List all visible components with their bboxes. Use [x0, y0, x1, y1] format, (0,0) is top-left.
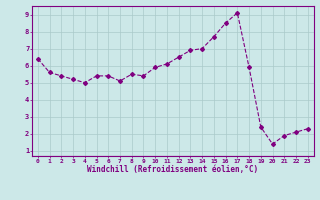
X-axis label: Windchill (Refroidissement éolien,°C): Windchill (Refroidissement éolien,°C): [87, 165, 258, 174]
